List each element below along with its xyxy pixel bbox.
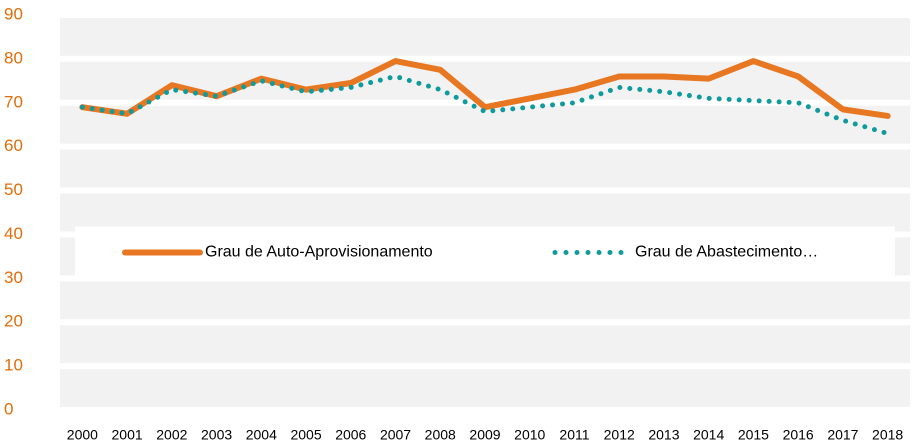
x-tick-label: 2001 bbox=[112, 427, 143, 443]
x-tick-label: 2000 bbox=[67, 427, 98, 443]
y-tick-label: 20 bbox=[4, 312, 23, 331]
series-line bbox=[79, 73, 891, 136]
x-tick-label: 2016 bbox=[783, 427, 814, 443]
x-tick-label: 2009 bbox=[469, 427, 500, 443]
legend-label: Grau de Auto-Aprovisionamento bbox=[205, 244, 433, 261]
x-tick-label: 2007 bbox=[380, 427, 411, 443]
x-tick-label: 2012 bbox=[604, 427, 635, 443]
y-tick-label: 40 bbox=[4, 224, 23, 243]
y-tick-label: 80 bbox=[4, 48, 23, 67]
x-tick-label: 2017 bbox=[827, 427, 858, 443]
x-tick-label: 2003 bbox=[201, 427, 232, 443]
y-tick-label: 10 bbox=[4, 356, 23, 375]
legend-box bbox=[75, 226, 895, 279]
x-tick-label: 2014 bbox=[693, 427, 724, 443]
x-tick-label: 2010 bbox=[514, 427, 545, 443]
legend-label: Grau de Abastecimento… bbox=[635, 244, 818, 261]
y-tick-label: 30 bbox=[4, 268, 23, 287]
x-tick-label: 2011 bbox=[559, 427, 589, 443]
x-tick-label: 2013 bbox=[648, 427, 679, 443]
x-tick-label: 2006 bbox=[335, 427, 366, 443]
x-tick-label: 2005 bbox=[290, 427, 321, 443]
x-tick-label: 2002 bbox=[156, 427, 187, 443]
x-tick-label: 2015 bbox=[738, 427, 769, 443]
plot-area bbox=[60, 15, 910, 410]
x-tick-label: 2018 bbox=[872, 427, 903, 443]
y-tick-label: 70 bbox=[4, 92, 23, 111]
y-tick-label: 0 bbox=[4, 399, 13, 418]
x-tick-label: 2008 bbox=[425, 427, 456, 443]
y-tick-label: 90 bbox=[4, 4, 23, 23]
y-tick-label: 50 bbox=[4, 180, 23, 199]
x-tick-label: 2004 bbox=[246, 427, 277, 443]
y-tick-label: 60 bbox=[4, 136, 23, 155]
